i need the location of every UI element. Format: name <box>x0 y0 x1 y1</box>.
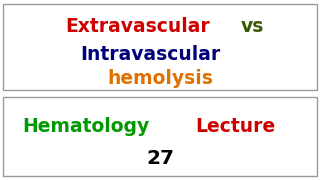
FancyBboxPatch shape <box>3 97 317 176</box>
Text: Extravascular: Extravascular <box>65 17 210 36</box>
FancyBboxPatch shape <box>3 4 317 90</box>
Text: hemolysis: hemolysis <box>107 69 213 88</box>
Text: Intravascular: Intravascular <box>80 44 220 64</box>
Text: 27: 27 <box>146 149 174 168</box>
Text: vs: vs <box>241 17 265 36</box>
Text: Lecture: Lecture <box>195 117 276 136</box>
Text: Hematology: Hematology <box>22 117 150 136</box>
